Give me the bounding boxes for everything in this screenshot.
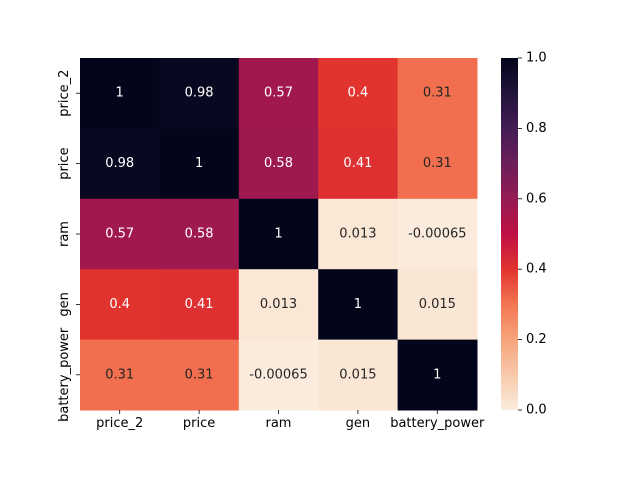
cell-label: 0.98 — [105, 156, 134, 171]
x-tick-label: price_2 — [96, 416, 143, 431]
heatmap-cell — [159, 58, 240, 129]
heatmap-cell — [238, 128, 319, 200]
heatmap-cells: 1 0.98 0.57 0.4 0.310.98 1 0.58 0.41 0.310.57 0.5… — [80, 58, 478, 411]
heatmap-cell — [159, 269, 240, 341]
y-tick-label: price — [57, 147, 72, 179]
heatmap-cell — [159, 128, 240, 200]
x-tick-label: battery_power — [390, 416, 485, 431]
heatmap-cell — [397, 269, 478, 341]
heatmap-cell — [159, 339, 240, 411]
cell-label: 1 — [274, 227, 282, 242]
heatmap-cell — [318, 198, 399, 270]
x-tick-label: ram — [266, 416, 292, 431]
y-tick-label: gen — [57, 292, 72, 317]
y-tick-label: price_2 — [57, 70, 72, 117]
cell-label: 0.41 — [343, 156, 372, 171]
cell-label: 0.31 — [423, 156, 452, 171]
cell-label: 0.41 — [185, 297, 214, 312]
colorbar-tick-label: 0.4 — [526, 262, 547, 277]
cell-label: 0.013 — [339, 227, 376, 242]
heatmap-cell — [80, 128, 160, 200]
heatmap-cell — [318, 339, 399, 411]
y-tick-label: ram — [57, 221, 72, 247]
cell-label: -0.00065 — [408, 227, 466, 242]
cell-label: 0.31 — [185, 367, 214, 382]
cell-label: 0.57 — [105, 227, 134, 242]
cell-label: 0.4 — [109, 297, 130, 312]
colorbar-tick-label: 1.0 — [526, 51, 547, 66]
heatmap-cell — [397, 339, 478, 411]
x-tick-label: gen — [346, 416, 371, 431]
cell-label: 1 — [195, 156, 203, 171]
heatmap-cell — [80, 339, 160, 411]
cell-label: 0.98 — [185, 86, 214, 101]
cell-label: 1 — [354, 297, 362, 312]
heatmap-cell — [318, 128, 399, 200]
cell-label: 1 — [433, 367, 441, 382]
cell-label: 0.31 — [105, 367, 134, 382]
cell-label: 0.31 — [423, 86, 452, 101]
cell-label: 0.013 — [260, 297, 297, 312]
heatmap-cell — [80, 58, 160, 129]
colorbar-tick-label: 0.8 — [526, 121, 547, 136]
heatmap-cell — [397, 128, 478, 200]
colorbar-tick-label: 0.2 — [526, 332, 547, 347]
heatmap-cell — [80, 269, 160, 341]
heatmap-cell — [159, 198, 240, 270]
x-tick-label: price — [183, 416, 215, 431]
cell-label: 0.015 — [419, 297, 456, 312]
heatmap-cell — [238, 269, 319, 341]
heatmap-cell — [80, 198, 160, 270]
heatmap-cell — [238, 198, 319, 270]
heatmap-cell — [318, 269, 399, 341]
cell-label: 0.58 — [264, 156, 293, 171]
cell-label: 0.4 — [348, 86, 369, 101]
cell-label: 0.58 — [185, 227, 214, 242]
heatmap-cell — [397, 198, 478, 270]
colorbar-gradient — [501, 58, 518, 410]
cell-label: 0.57 — [264, 86, 293, 101]
cell-label: 1 — [116, 86, 124, 101]
cell-label: 0.015 — [339, 367, 376, 382]
colorbar-tick-label: 0.0 — [526, 403, 547, 418]
cell-label: -0.00065 — [249, 367, 307, 382]
colorbar-tick-label: 0.6 — [526, 191, 547, 206]
y-tick-label: battery_power — [57, 327, 72, 422]
heatmap-cell — [238, 58, 319, 129]
heatmap-cell — [397, 58, 478, 129]
colorbar: 0.0 0.2 0.4 0.6 0.8 1.0 — [501, 51, 547, 418]
x-axis: price_2 price ram gen battery_power — [96, 410, 485, 431]
heatmap-cell — [318, 58, 399, 129]
heatmap-cell — [238, 339, 319, 411]
